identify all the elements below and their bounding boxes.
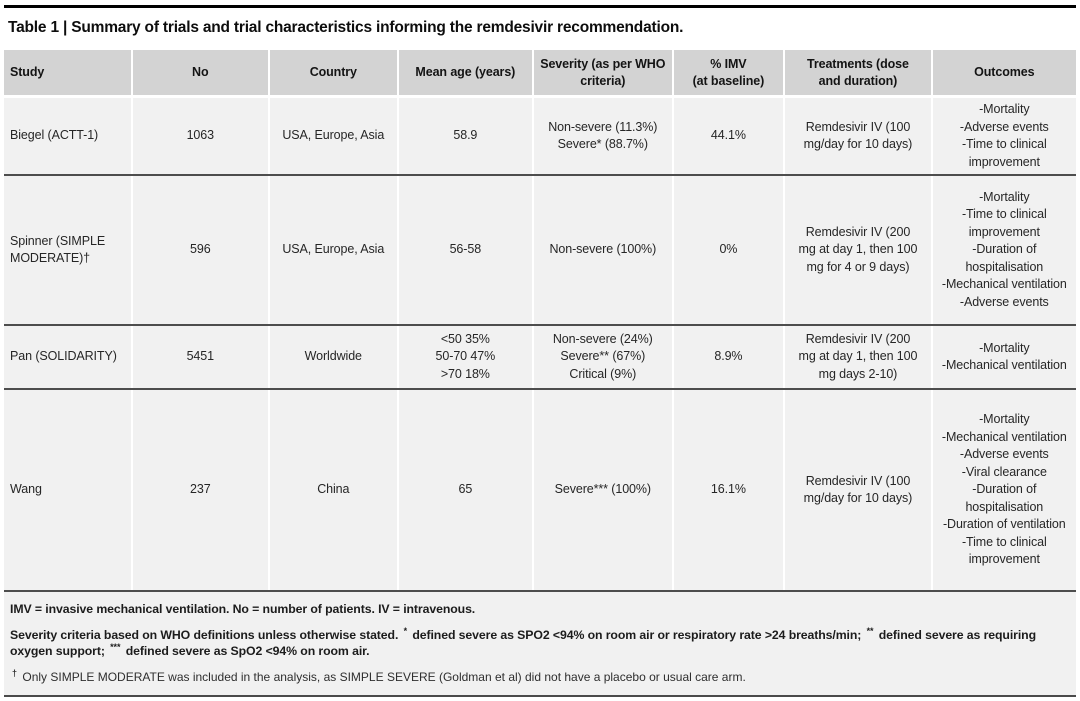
table-row-spinner: Spinner (SIMPLE MODERATE)† 596 USA, Euro… <box>4 176 1076 324</box>
header-treatments: Treatments (dose and duration) <box>785 50 931 95</box>
cell-study: Biegel (ACTT-1) <box>4 98 131 174</box>
table-header-row: Study No Country Mean age (years) Severi… <box>4 50 1076 95</box>
footnote-severity-text: defined severe as SpO2 <94% on room air. <box>125 644 370 659</box>
table-title: Table 1 | Summary of trials and trial ch… <box>8 19 684 36</box>
cell-treatments: Remdesivir IV (200 mg at day 1, then 100… <box>785 176 931 324</box>
cell-imv: 0% <box>673 176 784 324</box>
footnote-severity-criteria: Severity criteria based on WHO definitio… <box>10 625 1070 660</box>
cell-outcomes: -Mortality -Time to clinical improvement… <box>932 176 1076 324</box>
cell-treatments: Remdesivir IV (100 mg/day for 10 days) <box>785 98 931 174</box>
row-separator <box>4 388 1076 390</box>
footnote-severity-text: defined severe as requiring oxygen suppo… <box>10 627 1036 659</box>
bottom-rule <box>4 695 1076 697</box>
cell-imv: 8.9% <box>673 326 784 388</box>
cell-outcomes: -Mortality -Mechanical ventilation -Adve… <box>932 390 1076 590</box>
table-title-band: Table 1 | Summary of trials and trial ch… <box>4 8 1076 50</box>
cell-study: Wang <box>4 390 131 590</box>
footnote-dagger: † Only SIMPLE MODERATE was included in t… <box>10 667 1070 684</box>
header-body-gap <box>4 95 1076 98</box>
cell-treatments: Remdesivir IV (100 mg/day for 10 days) <box>785 390 931 590</box>
footnote-abbreviations: IMV = invasive mechanical ventilation. N… <box>10 602 476 616</box>
header-mean-age: Mean age (years) <box>398 50 533 95</box>
header-severity: Severity (as per WHO criteria) <box>534 50 672 95</box>
table-footnotes: IMV = invasive mechanical ventilation. N… <box>4 592 1076 695</box>
cell-severity: Non-severe (24%) Severe** (67%) Critical… <box>534 326 672 388</box>
footnote-dagger-text: Only SIMPLE MODERATE was included in the… <box>22 669 746 684</box>
footnote-severity-text: defined severe as SPO2 <94% on room air … <box>412 627 862 642</box>
cell-country: Worldwide <box>270 326 397 388</box>
cell-country: USA, Europe, Asia <box>270 176 397 324</box>
cell-mean-age: 56-58 <box>398 176 533 324</box>
cell-no: 1063 <box>132 98 269 174</box>
cell-country: USA, Europe, Asia <box>270 98 397 174</box>
cell-mean-age: 65 <box>398 390 533 590</box>
cell-study: Pan (SOLIDARITY) <box>4 326 131 388</box>
row-separator <box>4 324 1076 326</box>
cell-study: Spinner (SIMPLE MODERATE)† <box>4 176 131 324</box>
header-no: No <box>132 50 269 95</box>
header-outcomes: Outcomes <box>932 50 1076 95</box>
cell-mean-age: <50 35% 50-70 47% >70 18% <box>398 326 533 388</box>
dagger-mark: † <box>12 667 18 678</box>
cell-no: 5451 <box>132 326 269 388</box>
cell-no: 596 <box>132 176 269 324</box>
table-row-pan: Pan (SOLIDARITY) 5451 Worldwide <50 35% … <box>4 326 1076 388</box>
cell-severity: Non-severe (11.3%) Severe* (88.7%) <box>534 98 672 174</box>
header-study: Study <box>4 50 131 95</box>
cell-imv: 44.1% <box>673 98 784 174</box>
top-rule <box>4 5 1076 8</box>
header-imv: % IMV (at baseline) <box>673 50 784 95</box>
row-separator <box>4 174 1076 176</box>
table-row-biegel: Biegel (ACTT-1) 1063 USA, Europe, Asia 5… <box>4 98 1076 174</box>
table-row-wang: Wang 237 China 65 Severe*** (100%) 16.1%… <box>4 390 1076 590</box>
header-country: Country <box>270 50 397 95</box>
asterisk-mark: * <box>403 625 408 636</box>
cell-severity: Severe*** (100%) <box>534 390 672 590</box>
cell-outcomes: -Mortality -Mechanical ventilation <box>932 326 1076 388</box>
cell-country: China <box>270 390 397 590</box>
footnote-severity-text: Severity criteria based on WHO definitio… <box>10 627 399 642</box>
cell-no: 237 <box>132 390 269 590</box>
cell-mean-age: 58.9 <box>398 98 533 174</box>
cell-imv: 16.1% <box>673 390 784 590</box>
cell-treatments: Remdesivir IV (200 mg at day 1, then 100… <box>785 326 931 388</box>
cell-severity: Non-severe (100%) <box>534 176 672 324</box>
triple-asterisk-mark: *** <box>110 642 121 653</box>
double-asterisk-mark: ** <box>866 625 874 636</box>
cell-outcomes: -Mortality -Adverse events -Time to clin… <box>932 98 1076 174</box>
footer-separator <box>4 590 1076 592</box>
